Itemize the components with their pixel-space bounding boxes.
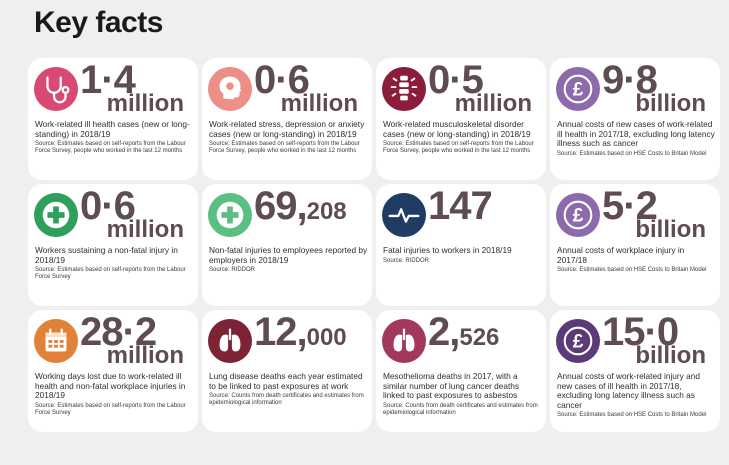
fact-card-total-costs: £ 15·0 billion Annual costs of work-rela…	[550, 310, 720, 432]
fact-card-fatal-injuries: 147 Fatal injuries to workers in 2018/19…	[376, 184, 546, 306]
fact-description: Mesothelioma deaths in 2017, with a simi…	[383, 371, 542, 417]
fact-description: Lung disease deaths each year estimated …	[209, 371, 368, 408]
fact-description: Work-related stress, depression or anxie…	[209, 119, 368, 156]
fact-value: 1·4	[80, 58, 136, 102]
fact-source: Source: RIDDOR	[209, 267, 256, 274]
fact-value: 0·6	[254, 58, 310, 102]
fact-card-lung-disease: 12,000 Lung disease deaths each year est…	[202, 310, 372, 432]
lungs-icon	[208, 319, 252, 363]
fact-value: 15·0	[602, 310, 679, 354]
fact-card-ill-health: 1·4 million Work-related ill health case…	[28, 58, 198, 180]
fact-unit: million	[106, 90, 184, 117]
fact-value: 9·8	[602, 58, 658, 102]
fact-card-ill-health-costs: £ 9·8 billion Annual costs of new cases …	[550, 58, 720, 180]
fact-source: Source: Counts from death certificates a…	[383, 402, 538, 416]
fact-unit: million	[454, 90, 532, 117]
fact-description: Fatal injuries to workers in 2018/19 Sour…	[383, 245, 542, 265]
spine-icon	[382, 67, 426, 111]
fact-value: 2,526	[428, 310, 500, 354]
fact-source: Source: Estimates based on HSE Costs to …	[557, 412, 707, 419]
fact-unit: million	[106, 216, 184, 243]
pound-icon: £	[556, 319, 600, 363]
pound-icon: £	[556, 67, 600, 111]
fact-source: Source: Estimates based on self-reports …	[383, 141, 534, 155]
fact-source: Source: RIDDOR	[383, 257, 430, 264]
fact-source: Source: Counts from death certificates a…	[209, 393, 364, 407]
fact-card-non-fatal-injury: 0·6 million Workers sustaining a non-fat…	[28, 184, 198, 306]
fact-value: 0·5	[428, 58, 484, 102]
fact-card-injury-costs: £ 5·2 billion Annual costs of workplace …	[550, 184, 720, 306]
fact-unit: billion	[635, 216, 706, 243]
fact-value: 5·2	[602, 184, 658, 228]
fact-card-musculoskeletal: 0·5 million Work-related musculoskeletal…	[376, 58, 546, 180]
first-aid-icon	[34, 193, 78, 237]
page-title: Key facts	[34, 6, 163, 39]
fact-unit: million	[106, 342, 184, 369]
fact-description: Annual costs of workplace injury in 2017…	[557, 245, 716, 274]
fact-value: 69,208	[254, 184, 347, 228]
fact-description: Annual costs of new cases of work-relate…	[557, 119, 715, 157]
stethoscope-icon	[34, 67, 78, 111]
fact-source: Source: Estimates based on self-reports …	[35, 402, 186, 416]
fact-source: Source: Estimates based on self-reports …	[35, 141, 186, 155]
fact-unit: million	[280, 90, 358, 117]
fact-source: Source: Estimates based on self-reports …	[35, 267, 186, 281]
fact-description: Work-related ill health cases (new or lo…	[35, 119, 194, 156]
svg-text:£: £	[573, 206, 584, 227]
fact-description: Work-related musculoskeletal disorder ca…	[383, 119, 542, 156]
pound-icon: £	[556, 193, 600, 237]
fact-value: 12,000	[254, 310, 347, 354]
fact-card-stress: 0·6 million Work-related stress, depress…	[202, 58, 372, 180]
head-icon	[208, 67, 252, 111]
fact-source: Source: Estimates based on HSE Costs to …	[557, 150, 707, 157]
svg-text:£: £	[573, 332, 584, 353]
fact-card-working-days-lost: 28·2 million Working days lost due to wo…	[28, 310, 198, 432]
fact-card-reported-injuries: 69,208 Non-fatal injuries to employees r…	[202, 184, 372, 306]
fact-description: Annual costs of work-related injury and …	[557, 371, 716, 420]
fact-description: Non-fatal injuries to employees reported…	[209, 245, 368, 274]
fact-description: Workers sustaining a non-fatal injury in…	[35, 245, 194, 282]
fact-source: Source: Estimates based on self-reports …	[209, 141, 360, 155]
fact-description: Working days lost due to work-related il…	[35, 371, 194, 417]
heartbeat-icon	[382, 193, 426, 237]
fact-source: Source: Estimates based on HSE Costs to …	[557, 267, 707, 274]
fact-value: 0·6	[80, 184, 136, 228]
calendar-icon	[34, 319, 78, 363]
facts-grid: 1·4 million Work-related ill health case…	[28, 58, 720, 432]
fact-value: 28·2	[80, 310, 157, 354]
fact-value: 147	[428, 184, 493, 228]
first-aid-icon	[208, 193, 252, 237]
fact-card-mesothelioma: 2,526 Mesothelioma deaths in 2017, with …	[376, 310, 546, 432]
fact-unit: billion	[635, 90, 706, 117]
svg-text:£: £	[573, 80, 584, 101]
lungs-icon	[382, 319, 426, 363]
fact-unit: billion	[635, 342, 706, 369]
